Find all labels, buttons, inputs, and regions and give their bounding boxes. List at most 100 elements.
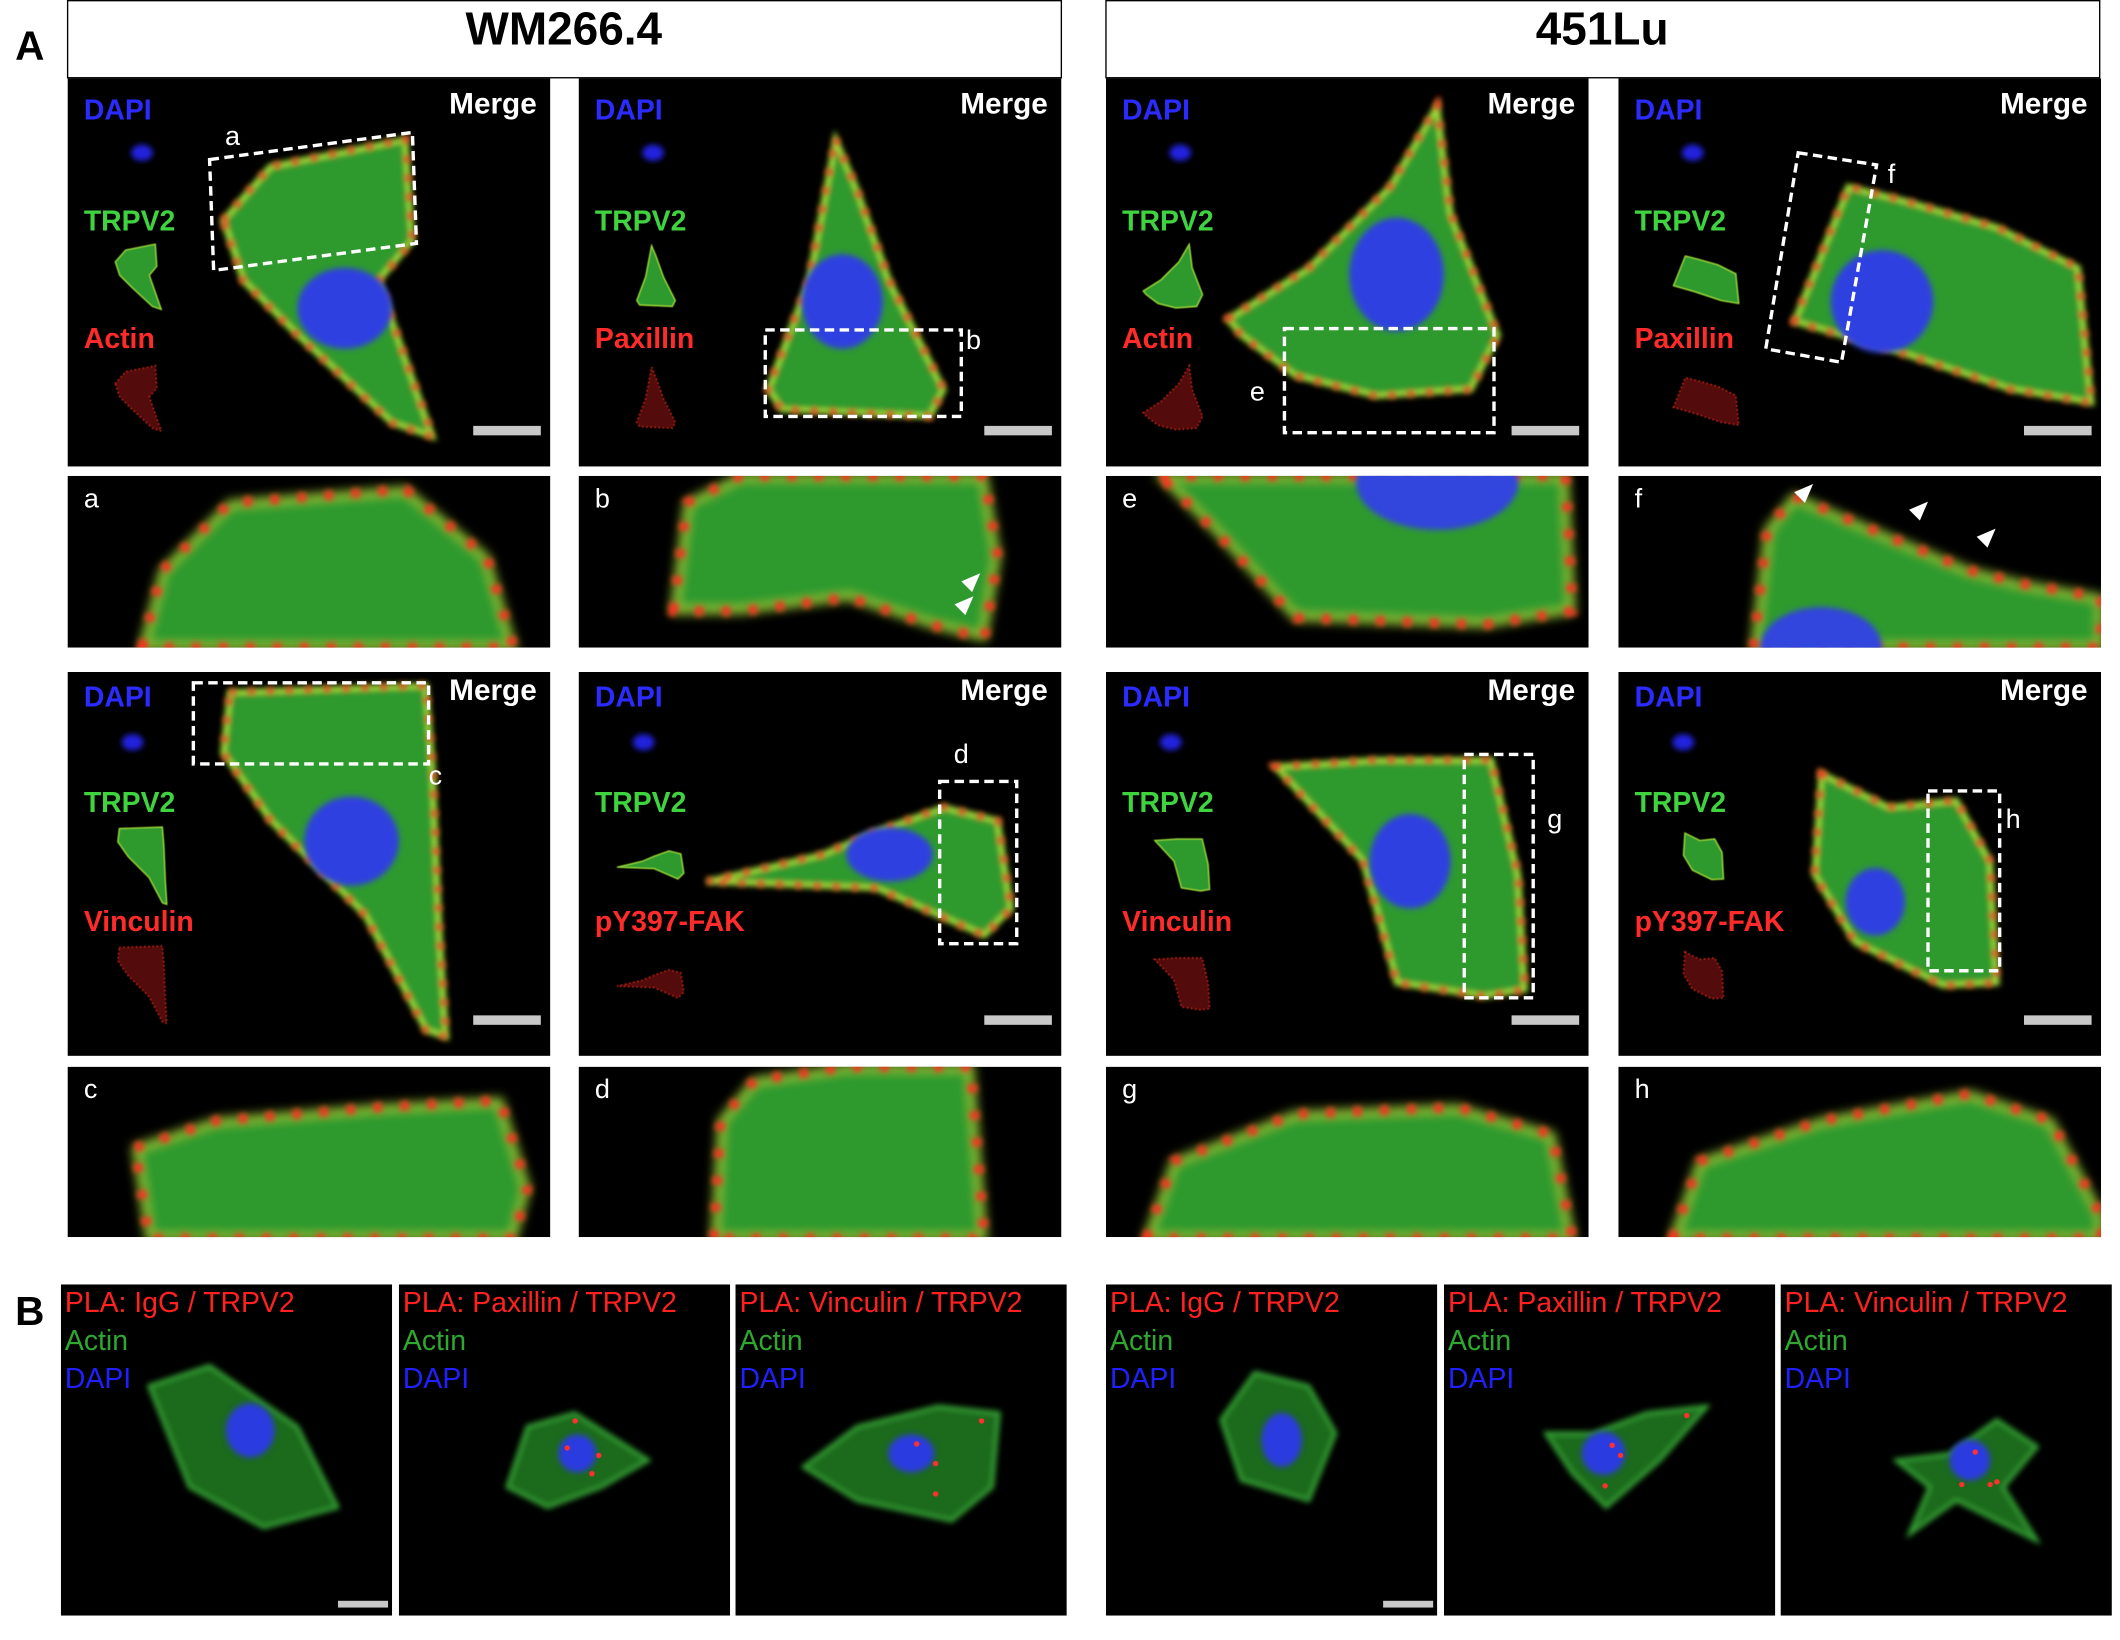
panel-label: B	[15, 1288, 44, 1334]
cell-body	[616, 850, 685, 880]
cell	[1682, 832, 1725, 881]
pla-dot	[1684, 1412, 1690, 1419]
nucleus	[225, 1403, 275, 1458]
merge-label: Merge	[449, 674, 537, 707]
cell	[114, 243, 163, 311]
roi-box	[207, 130, 419, 273]
nucleus	[1369, 813, 1451, 909]
arrowhead	[961, 573, 981, 593]
micrograph: d DAPI TRPV2 pY397-FAK Merge	[578, 671, 1062, 1056]
pla-micrograph: PLA: Paxillin / TRPV2 Actin DAPI	[1443, 1284, 1776, 1616]
nucleus	[846, 827, 933, 882]
cell	[1222, 95, 1502, 400]
channel-label: TRPV2	[1122, 787, 1213, 819]
pla-dot	[978, 1418, 985, 1424]
zoom-micrograph: e	[1105, 475, 1589, 648]
roi-label: a	[225, 121, 241, 151]
stain-label: PLA: IgG / TRPV2	[1110, 1287, 1340, 1319]
scale-bar	[1511, 425, 1580, 436]
adhesion	[1153, 957, 1211, 1011]
scale-bar	[1511, 1015, 1580, 1025]
pla-dot	[1972, 1449, 1979, 1455]
adhesion	[1789, 182, 2096, 407]
nucleus	[1356, 475, 1519, 530]
roi-box	[191, 681, 431, 766]
adhesion	[1222, 95, 1502, 400]
dapi-thumbnail	[1169, 144, 1192, 161]
adhesion	[616, 969, 685, 999]
cell-body	[1672, 255, 1740, 305]
nucleus	[888, 1434, 935, 1473]
dapi-thumbnail	[131, 144, 153, 161]
merge-label: Merge	[1488, 87, 1576, 120]
stain-label: PLA: IgG / TRPV2	[65, 1287, 295, 1319]
channel-label: TRPV2	[84, 787, 175, 819]
cell	[1267, 756, 1529, 1000]
channel-label: Paxillin	[595, 323, 694, 355]
cell-body	[1153, 838, 1211, 892]
adhesion	[1682, 950, 1725, 1000]
zoom-label: g	[1122, 1074, 1137, 1104]
stain-label: Actin	[1448, 1325, 1511, 1357]
roi-label: c	[429, 761, 443, 791]
zoom-label: d	[595, 1074, 610, 1104]
arrowhead	[1976, 528, 1996, 548]
channel-label: Actin	[1122, 323, 1193, 355]
cell	[117, 826, 168, 906]
cell	[1672, 376, 1740, 427]
cell	[1810, 768, 2001, 990]
nucleus	[297, 267, 393, 349]
channel-label: pY397-FAK	[1635, 906, 1785, 938]
zoom-label: e	[1122, 483, 1137, 513]
cell-body	[636, 243, 677, 308]
nucleus	[1349, 217, 1444, 332]
pla-dot	[572, 1418, 578, 1424]
channel-label: Vinculin	[1122, 906, 1232, 938]
merge-label: Merge	[960, 674, 1048, 707]
roi-label: d	[954, 739, 969, 769]
zoom-label: h	[1635, 1074, 1650, 1104]
pla-dot	[1994, 1479, 2000, 1485]
pla-dot	[1959, 1481, 1965, 1488]
arrowhead	[1794, 484, 1814, 503]
roi-box	[1282, 326, 1496, 435]
channel-label: DAPI	[1635, 681, 1703, 713]
cell	[219, 681, 450, 1042]
pla-dot	[596, 1452, 602, 1459]
image-background	[1780, 1284, 2112, 1616]
stain-label: Actin	[1785, 1325, 1848, 1357]
cell	[1789, 182, 2096, 407]
merge-label: Merge	[2000, 87, 2088, 120]
pla-dot	[913, 1441, 920, 1447]
channel-label: DAPI	[84, 681, 152, 713]
merge-label: Merge	[449, 87, 537, 120]
adhesion	[706, 803, 1015, 940]
channel-label: DAPI	[595, 681, 663, 713]
cell	[117, 945, 168, 1025]
cell	[1153, 957, 1211, 1011]
cell	[1672, 255, 1740, 305]
micrograph: g DAPI TRPV2 Vinculin Merge	[1105, 671, 1589, 1056]
adhesion	[1810, 768, 2001, 990]
scale-bar	[473, 1015, 541, 1025]
roi-label: e	[1250, 377, 1265, 407]
adhesion	[1748, 490, 2102, 648]
zoom-micrograph: d	[578, 1066, 1062, 1238]
pla-micrograph: PLA: Vinculin / TRPV2 Actin DAPI	[735, 1284, 1067, 1616]
stain-label: Actin	[403, 1325, 466, 1357]
channel-label: DAPI	[1122, 681, 1190, 713]
stain-label: Actin	[740, 1325, 803, 1357]
roi-label: g	[1547, 804, 1562, 834]
channel-label: DAPI	[84, 95, 152, 127]
zoom-micrograph: f	[1618, 475, 2102, 648]
channel-label: TRPV2	[1635, 787, 1726, 819]
micrograph: f DAPI TRPV2 Paxillin Merge	[1618, 78, 2102, 467]
pla-dot	[932, 1460, 939, 1467]
stain-label: DAPI	[1110, 1363, 1176, 1395]
adhesion	[667, 475, 1003, 644]
adhesion	[1142, 363, 1204, 431]
scale-bar	[338, 1600, 389, 1608]
cell	[635, 364, 677, 429]
pla-dot	[564, 1445, 571, 1451]
